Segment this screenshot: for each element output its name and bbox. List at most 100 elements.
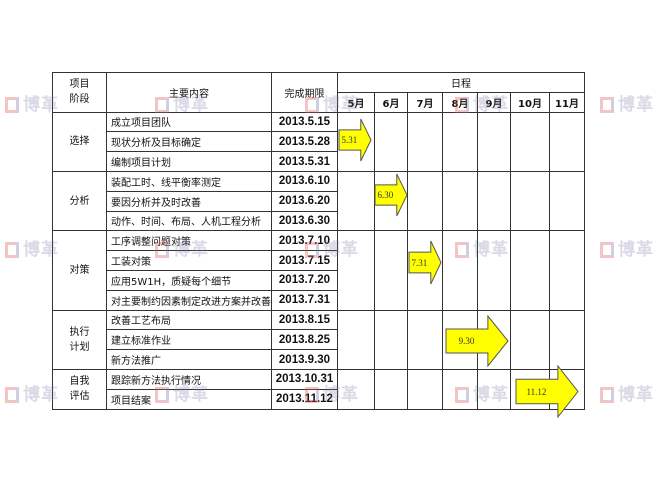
month-header: 6月 — [374, 91, 408, 113]
table-row: 选择 成立项目团队 2013.5.15 — [52, 111, 585, 172]
project-schedule-table: 项目阶段 主要内容 完成期限 日程 5月 6月 7月 8月 9月 10月 11月 选择 成立项… — [52, 72, 585, 410]
stage-cell: 自我评估 — [52, 368, 107, 410]
task-content: 应用5W1H，质疑每个细节 — [106, 269, 272, 291]
schedule-cell — [549, 230, 585, 311]
schedule-cell — [442, 111, 478, 172]
milestone-label: 7.31 — [411, 257, 428, 268]
month-header: 10月 — [510, 91, 550, 113]
stage-cell: 对策 — [52, 230, 107, 311]
watermark-logo: 博革 — [5, 90, 59, 115]
watermark-logo: 博革 — [455, 90, 509, 115]
task-deadline: 2013.5.15 — [271, 111, 338, 133]
schedule-cell — [477, 111, 511, 172]
task-deadline: 2013.7.10 — [271, 230, 338, 252]
milestone-label: 5.31 — [341, 135, 358, 145]
task-content: 编制项目计划 — [106, 151, 272, 172]
table-row: 对主要制约因素制定改进方案并改善 2013.7.31 — [53, 289, 585, 311]
task-content: 项目结案 — [106, 388, 272, 410]
month-header: 7月 — [407, 91, 443, 113]
watermark-logo: 博革 — [455, 380, 509, 405]
task-content: 动作、时间、布局、人机工程分析 — [106, 210, 272, 232]
watermark-logo: 博革 — [455, 235, 509, 260]
schedule-cell — [337, 309, 375, 370]
watermark-logo: 博革 — [155, 90, 209, 115]
schedule-cell — [510, 170, 550, 232]
watermark-logo: 博革 — [155, 380, 209, 405]
task-content: 对主要制约因素制定改进方案并改善 — [106, 289, 272, 311]
task-content: 要因分析并及时改善 — [106, 190, 272, 212]
watermark-logo: 博革 — [305, 380, 359, 405]
schedule-cell — [510, 230, 550, 311]
schedule-cell — [510, 309, 550, 370]
task-content: 建立标准作业 — [106, 329, 272, 351]
task-content: 成立项目团队 — [106, 111, 272, 133]
table-row: 分析 装配工时、线平衡率测定 2013.6.10 — [52, 170, 585, 232]
arrow-right-icon — [515, 365, 579, 418]
milestone-label: 9.30 — [458, 336, 475, 346]
schedule-cell — [549, 170, 585, 232]
task-deadline: 2013.8.25 — [271, 329, 338, 351]
task-deadline: 2013.6.10 — [271, 170, 338, 192]
watermark-logo: 博革 — [305, 90, 359, 115]
watermark-logo: 博革 — [600, 380, 654, 405]
watermark-logo: 博革 — [600, 90, 654, 115]
arrow-right-icon — [445, 315, 509, 367]
arrow-right-icon — [374, 173, 408, 217]
stage-cell: 分析 — [52, 170, 107, 232]
task-deadline: 2013.10.31 — [271, 368, 338, 390]
watermark-logo: 博革 — [600, 235, 654, 260]
milestone-arrow: 5.31 — [338, 118, 372, 162]
table-row: 执行计划 改善工艺布局 2013.8.15 — [52, 309, 585, 370]
schedule-cell — [374, 230, 408, 311]
stage-cell: 执行计划 — [52, 309, 107, 370]
schedule-cell — [337, 230, 375, 311]
schedule-cell — [477, 230, 511, 311]
schedule-cell — [442, 170, 478, 232]
table-row: 现状分析及目标确定 2013.5.28 — [53, 131, 585, 153]
schedule-cell — [549, 309, 585, 370]
schedule-cell — [442, 230, 478, 311]
table-row: 要因分析并及时改善 2013.6.20 — [53, 190, 585, 212]
schedule-cell — [549, 111, 585, 172]
watermark-logo: 博革 — [5, 380, 59, 405]
task-deadline: 2013.5.31 — [271, 151, 338, 172]
watermark-logo: 博革 — [305, 235, 359, 260]
milestone-label: 6.30 — [377, 190, 394, 200]
milestone-arrow: 11.12 — [515, 365, 579, 418]
milestone-arrow: 6.30 — [374, 173, 408, 217]
milestone-arrow: 9.30 — [445, 315, 509, 367]
watermark-logo: 博革 — [155, 235, 209, 260]
task-deadline: 2013.6.20 — [271, 190, 338, 212]
milestone-arrow: 7.31 — [408, 240, 442, 285]
task-content: 改善工艺布局 — [106, 309, 272, 331]
table-row: 对策 工序调整问题对策 2013.7.10 — [52, 230, 585, 311]
table-row: 项目结案 2013.11.12 — [53, 388, 585, 410]
schedule-cell — [374, 309, 408, 370]
table-row: 新方法推广 2013.9.30 — [53, 349, 585, 370]
task-deadline: 2013.8.15 — [271, 309, 338, 331]
stage-cell: 选择 — [52, 111, 107, 172]
milestone-label: 11.12 — [526, 386, 547, 397]
task-content: 装配工时、线平衡率测定 — [106, 170, 272, 192]
schedule-cell — [510, 111, 550, 172]
task-deadline: 2013.7.20 — [271, 269, 338, 291]
schedule-cell — [337, 170, 375, 232]
schedule-cell — [407, 309, 443, 370]
task-deadline: 2013.7.31 — [271, 289, 338, 311]
task-content: 新方法推广 — [106, 349, 272, 370]
schedule-cell — [374, 368, 408, 410]
arrow-right-icon — [338, 118, 372, 162]
arrow-right-icon — [408, 240, 442, 285]
schedule-cell — [407, 170, 443, 232]
schedule-cell — [337, 368, 375, 410]
task-deadline: 2013.5.28 — [271, 131, 338, 153]
table-row: 建立标准作业 2013.8.25 — [53, 329, 585, 351]
task-deadline: 2013.6.30 — [271, 210, 338, 232]
task-deadline: 2013.11.12 — [271, 388, 338, 410]
watermark-logo: 博革 — [5, 235, 59, 260]
header-deadline: 完成期限 — [271, 72, 338, 113]
schedule-cell — [374, 111, 408, 172]
schedule-cell — [407, 111, 443, 172]
task-content: 现状分析及目标确定 — [106, 131, 272, 153]
month-header: 11月 — [549, 91, 585, 113]
